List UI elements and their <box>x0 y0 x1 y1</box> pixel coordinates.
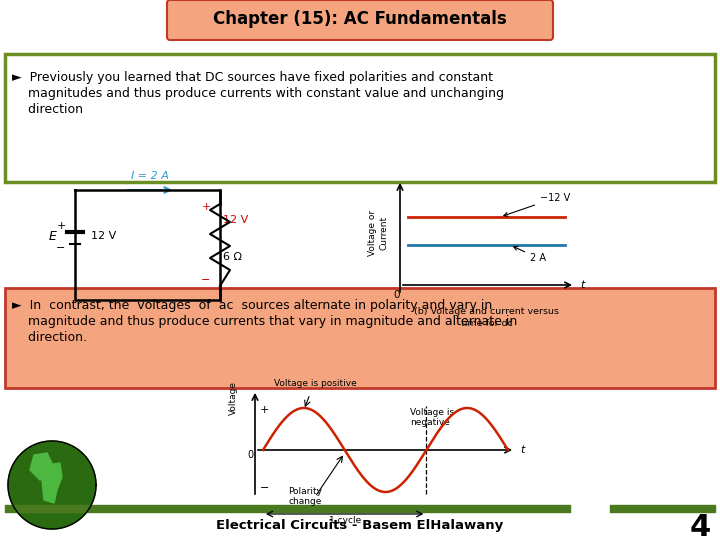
Text: t: t <box>520 445 524 455</box>
Text: direction: direction <box>12 103 83 116</box>
Text: 12 V: 12 V <box>91 231 116 241</box>
Text: magnitude and thus produce currents that vary in magnitude and alternate in: magnitude and thus produce currents that… <box>12 315 517 328</box>
Text: +: + <box>202 202 211 212</box>
Text: −: − <box>202 275 211 285</box>
Text: 0: 0 <box>247 450 253 460</box>
Text: −: − <box>56 243 66 253</box>
Text: Voltage is positive: Voltage is positive <box>274 379 356 388</box>
Text: direction.: direction. <box>12 331 87 344</box>
Text: +: + <box>260 405 269 415</box>
Text: 6 Ω: 6 Ω <box>223 252 242 262</box>
Text: t: t <box>580 280 585 290</box>
Text: Voltage: Voltage <box>228 381 238 415</box>
Text: Chapter (15): AC Fundamentals: Chapter (15): AC Fundamentals <box>213 10 507 28</box>
Text: Voltage is
negative: Voltage is negative <box>410 408 454 427</box>
Text: 1 cycle: 1 cycle <box>328 516 361 525</box>
Polygon shape <box>8 441 96 529</box>
Text: −: − <box>260 483 269 493</box>
Text: ►  Previously you learned that DC sources have fixed polarities and constant: ► Previously you learned that DC sources… <box>12 71 493 84</box>
Text: 2 A: 2 A <box>513 247 546 263</box>
Text: Polarity
change: Polarity change <box>288 487 322 506</box>
Text: 0: 0 <box>394 290 400 300</box>
Text: E: E <box>49 230 57 242</box>
Polygon shape <box>42 463 62 503</box>
Text: −12 V: −12 V <box>504 193 570 216</box>
Text: magnitudes and thus produce currents with constant value and unchanging: magnitudes and thus produce currents wit… <box>12 87 504 100</box>
Text: 4: 4 <box>689 514 711 540</box>
Text: 12 V: 12 V <box>223 215 248 225</box>
Text: Voltage or
Current: Voltage or Current <box>368 210 388 255</box>
Text: Electrical Circuits - Basem ElHalawany: Electrical Circuits - Basem ElHalawany <box>217 519 503 532</box>
Text: I = 2 A: I = 2 A <box>131 171 169 181</box>
Text: +: + <box>56 221 66 231</box>
Bar <box>5 288 715 388</box>
Text: ►  In  contrast, the  voltages  of  ac  sources alternate in polarity and vary i: ► In contrast, the voltages of ac source… <box>12 299 492 312</box>
Bar <box>5 54 715 182</box>
Polygon shape <box>30 453 52 480</box>
FancyBboxPatch shape <box>167 0 553 40</box>
Text: (b) Voltage and current versus
time for dc: (b) Voltage and current versus time for … <box>415 307 559 328</box>
